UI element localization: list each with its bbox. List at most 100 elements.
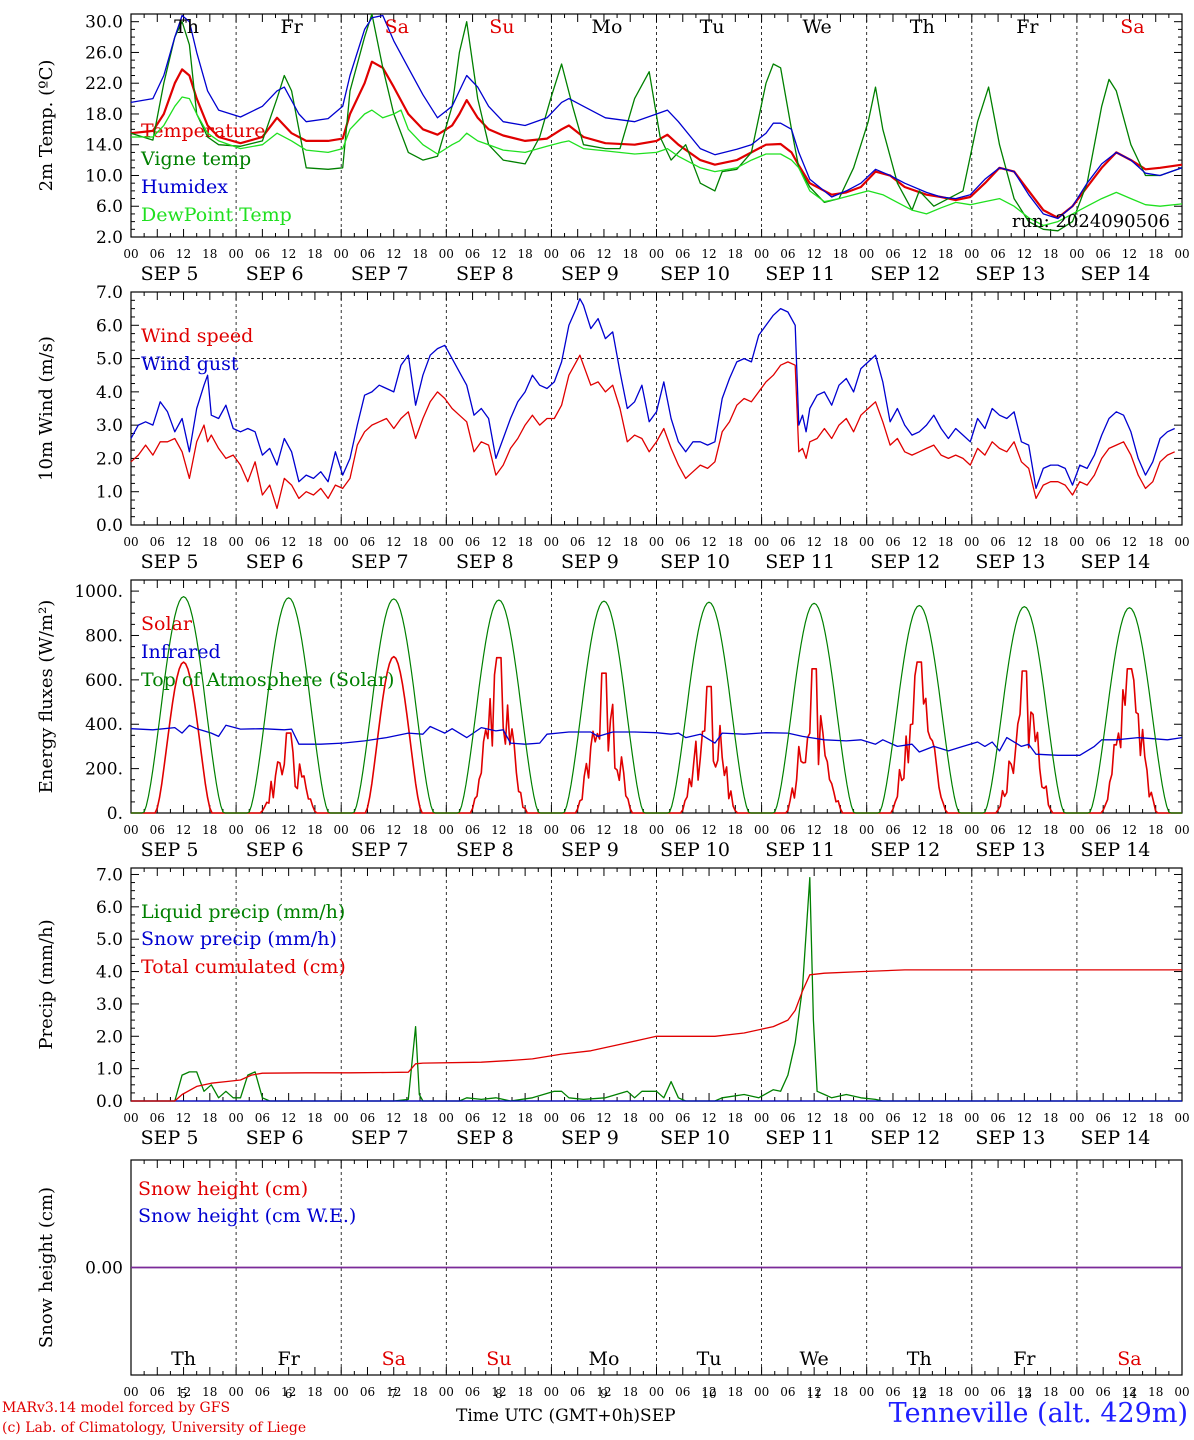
hour-tick-label: 18 bbox=[1043, 535, 1058, 549]
weekday-label-bottom: Th bbox=[907, 1348, 932, 1370]
legend-humidex: Humidex bbox=[141, 176, 228, 198]
hour-tick-label: 06 bbox=[150, 247, 165, 261]
hour-tick-label: 00 bbox=[754, 1111, 769, 1125]
hour-tick-label: 00 bbox=[964, 1385, 979, 1399]
hour-tick-label: 06 bbox=[780, 247, 795, 261]
hour-tick-label: 00 bbox=[439, 535, 454, 549]
hour-tick-label: 12 bbox=[1122, 1111, 1137, 1125]
hour-tick-label: 06 bbox=[465, 823, 480, 837]
hour-tick-label: 18 bbox=[1043, 1385, 1058, 1399]
hour-tick-label: 00 bbox=[544, 1111, 559, 1125]
hour-tick-label: 00 bbox=[649, 823, 664, 837]
date-label: SEP 6 bbox=[246, 551, 304, 573]
hour-tick-label: 18 bbox=[307, 247, 322, 261]
series-total-cumulated-cm-line bbox=[131, 969, 1182, 1102]
legend-liquid-precip-mm-h: Liquid precip (mm/h) bbox=[141, 901, 345, 923]
hour-tick-label: 18 bbox=[623, 1385, 638, 1399]
hour-tick-label: 00 bbox=[123, 535, 138, 549]
series-wind-speed-line bbox=[130, 354, 1175, 510]
date-label: SEP 9 bbox=[561, 839, 619, 861]
hour-tick-label: 00 bbox=[334, 247, 349, 261]
hour-tick-label: 00 bbox=[228, 823, 243, 837]
y-tick-label: 30.0 bbox=[85, 13, 123, 33]
hour-tick-label: 18 bbox=[412, 823, 427, 837]
weekday-label-bottom: Tu bbox=[697, 1348, 722, 1370]
series-solar-line bbox=[761, 667, 867, 814]
time-axis-label: Time UTC (GMT+0h)SEP bbox=[456, 1406, 676, 1426]
hour-tick-label: 12 bbox=[912, 823, 927, 837]
hour-tick-label: 00 bbox=[439, 1111, 454, 1125]
model-credit: MARv3.14 model forced by GFS bbox=[2, 1400, 231, 1416]
hour-tick-label: 12 bbox=[807, 247, 822, 261]
y-tick-label: 3.0 bbox=[96, 416, 123, 436]
hour-tick-label: 00 bbox=[544, 1385, 559, 1399]
series-dewpoint-temp-line bbox=[131, 96, 1183, 227]
series-solar-line bbox=[341, 655, 447, 814]
hour-tick-label: 18 bbox=[412, 535, 427, 549]
hour-tick-label: 12 bbox=[491, 1111, 506, 1125]
hour-tick-label: 00 bbox=[859, 823, 874, 837]
date-label: SEP 7 bbox=[351, 1127, 409, 1149]
hour-tick-label: 18 bbox=[1148, 1385, 1163, 1399]
y-tick-label: 0. bbox=[107, 804, 123, 824]
hour-tick-label: 06 bbox=[885, 535, 900, 549]
hour-tick-label: 18 bbox=[938, 1111, 953, 1125]
legend-wind-gust: Wind gust bbox=[141, 353, 239, 375]
hour-tick-label: 12 bbox=[176, 1111, 191, 1125]
weekday-label-top: Fr bbox=[281, 16, 304, 38]
series-solar-line bbox=[131, 661, 237, 814]
hour-tick-label: 18 bbox=[202, 1111, 217, 1125]
hour-tick-label: 18 bbox=[1043, 823, 1058, 837]
series-top-of-atmosphere-solar-line bbox=[971, 605, 1077, 814]
legend-snow-precip-mm-h: Snow precip (mm/h) bbox=[141, 928, 337, 950]
date-label: SEP 12 bbox=[870, 551, 940, 573]
hour-tick-label: 12 bbox=[491, 823, 506, 837]
weekday-label-top: Th bbox=[174, 16, 199, 38]
date-label: SEP 13 bbox=[975, 839, 1045, 861]
series-solar-line bbox=[1076, 667, 1182, 814]
y-tick-label: 6.0 bbox=[96, 197, 123, 217]
hour-tick-label: 06 bbox=[360, 247, 375, 261]
series-humidex-line bbox=[130, 14, 1183, 220]
hour-tick-label: 12 bbox=[491, 247, 506, 261]
hour-tick-label: 06 bbox=[465, 1385, 480, 1399]
hour-tick-label: 12 bbox=[701, 247, 716, 261]
hour-tick-label: 00 bbox=[1174, 1385, 1189, 1399]
hour-tick-label: 06 bbox=[780, 1385, 795, 1399]
hour-tick-label: 18 bbox=[833, 1385, 848, 1399]
hour-tick-label: 06 bbox=[255, 1385, 270, 1399]
series-vigne-temp-line bbox=[130, 13, 1183, 232]
y-tick-label: 3.0 bbox=[96, 995, 123, 1015]
day-number-label: 8 bbox=[495, 1387, 503, 1401]
hour-tick-label: 06 bbox=[885, 823, 900, 837]
hour-tick-label: 00 bbox=[859, 535, 874, 549]
series-top-of-atmosphere-solar-line bbox=[131, 595, 237, 814]
hour-tick-label: 12 bbox=[596, 1111, 611, 1125]
day-number-label: 7 bbox=[390, 1387, 398, 1401]
series-top-of-atmosphere-solar-line bbox=[551, 600, 657, 814]
hour-tick-label: 18 bbox=[412, 1111, 427, 1125]
series-infrared-line bbox=[130, 724, 1183, 756]
date-label: SEP 8 bbox=[456, 1127, 514, 1149]
hour-tick-label: 06 bbox=[255, 247, 270, 261]
date-label: SEP 9 bbox=[561, 263, 619, 285]
run-annotation: run: 2024090506 bbox=[1012, 211, 1170, 232]
hour-tick-label: 00 bbox=[1069, 247, 1084, 261]
series-top-of-atmosphere-solar-line bbox=[761, 602, 867, 814]
hour-tick-label: 06 bbox=[990, 247, 1005, 261]
hour-tick-label: 12 bbox=[386, 823, 401, 837]
legend-total-cumulated-cm: Total cumulated (cm) bbox=[141, 956, 346, 978]
legend-snow-height-cm-w-e: Snow height (cm W.E.) bbox=[138, 1205, 356, 1227]
hour-tick-label: 06 bbox=[990, 1111, 1005, 1125]
date-label: SEP 12 bbox=[870, 263, 940, 285]
hour-tick-label: 12 bbox=[386, 1111, 401, 1125]
series-solar-line bbox=[971, 670, 1077, 814]
hour-tick-label: 12 bbox=[701, 535, 716, 549]
hour-tick-label: 00 bbox=[334, 1385, 349, 1399]
hour-tick-label: 00 bbox=[754, 1385, 769, 1399]
y-tick-label: 7.0 bbox=[96, 865, 123, 885]
hour-tick-label: 12 bbox=[912, 535, 927, 549]
hour-tick-label: 06 bbox=[990, 823, 1005, 837]
hour-tick-label: 00 bbox=[439, 1385, 454, 1399]
y-tick-label: 26.0 bbox=[85, 43, 123, 63]
